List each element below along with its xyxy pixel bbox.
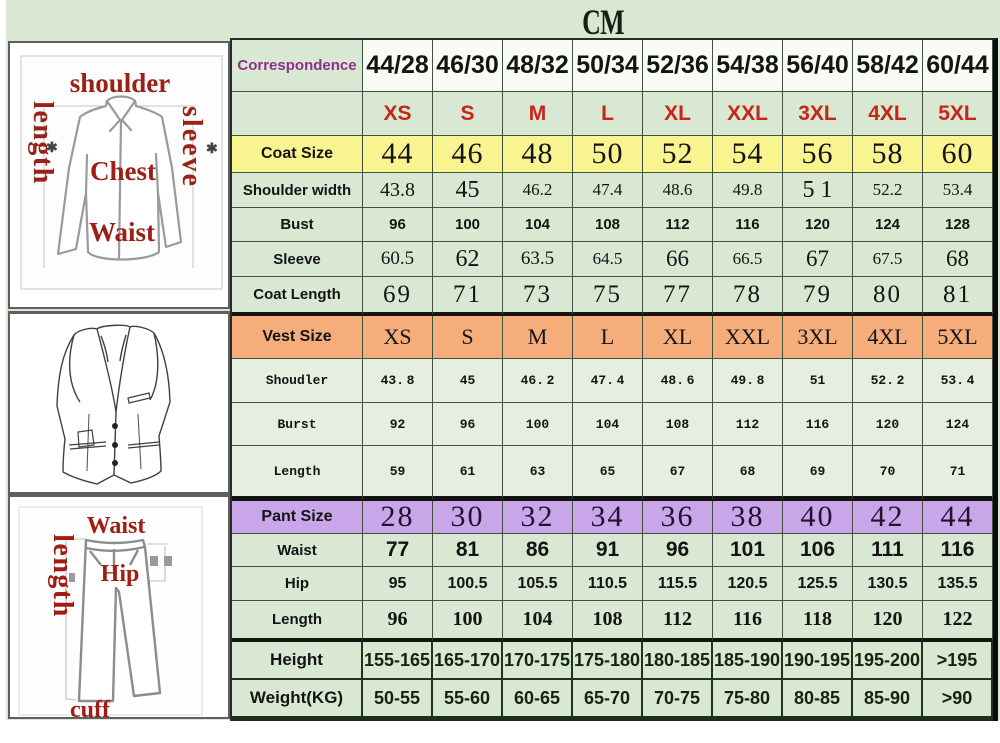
svg-text:Waist: Waist [87, 513, 146, 539]
svg-text:sleeve: sleeve [176, 106, 207, 188]
svg-text:length: length [27, 101, 58, 185]
svg-text:shoulder: shoulder [70, 68, 171, 98]
svg-text:✱: ✱ [46, 141, 58, 156]
svg-text:length: length [47, 534, 78, 618]
svg-text:✱: ✱ [206, 142, 218, 157]
svg-text:cuff: cuff [70, 697, 111, 717]
svg-text:Waist: Waist [89, 217, 155, 247]
svg-text:Chest: Chest [90, 156, 156, 186]
svg-text:Hip: Hip [101, 561, 140, 587]
